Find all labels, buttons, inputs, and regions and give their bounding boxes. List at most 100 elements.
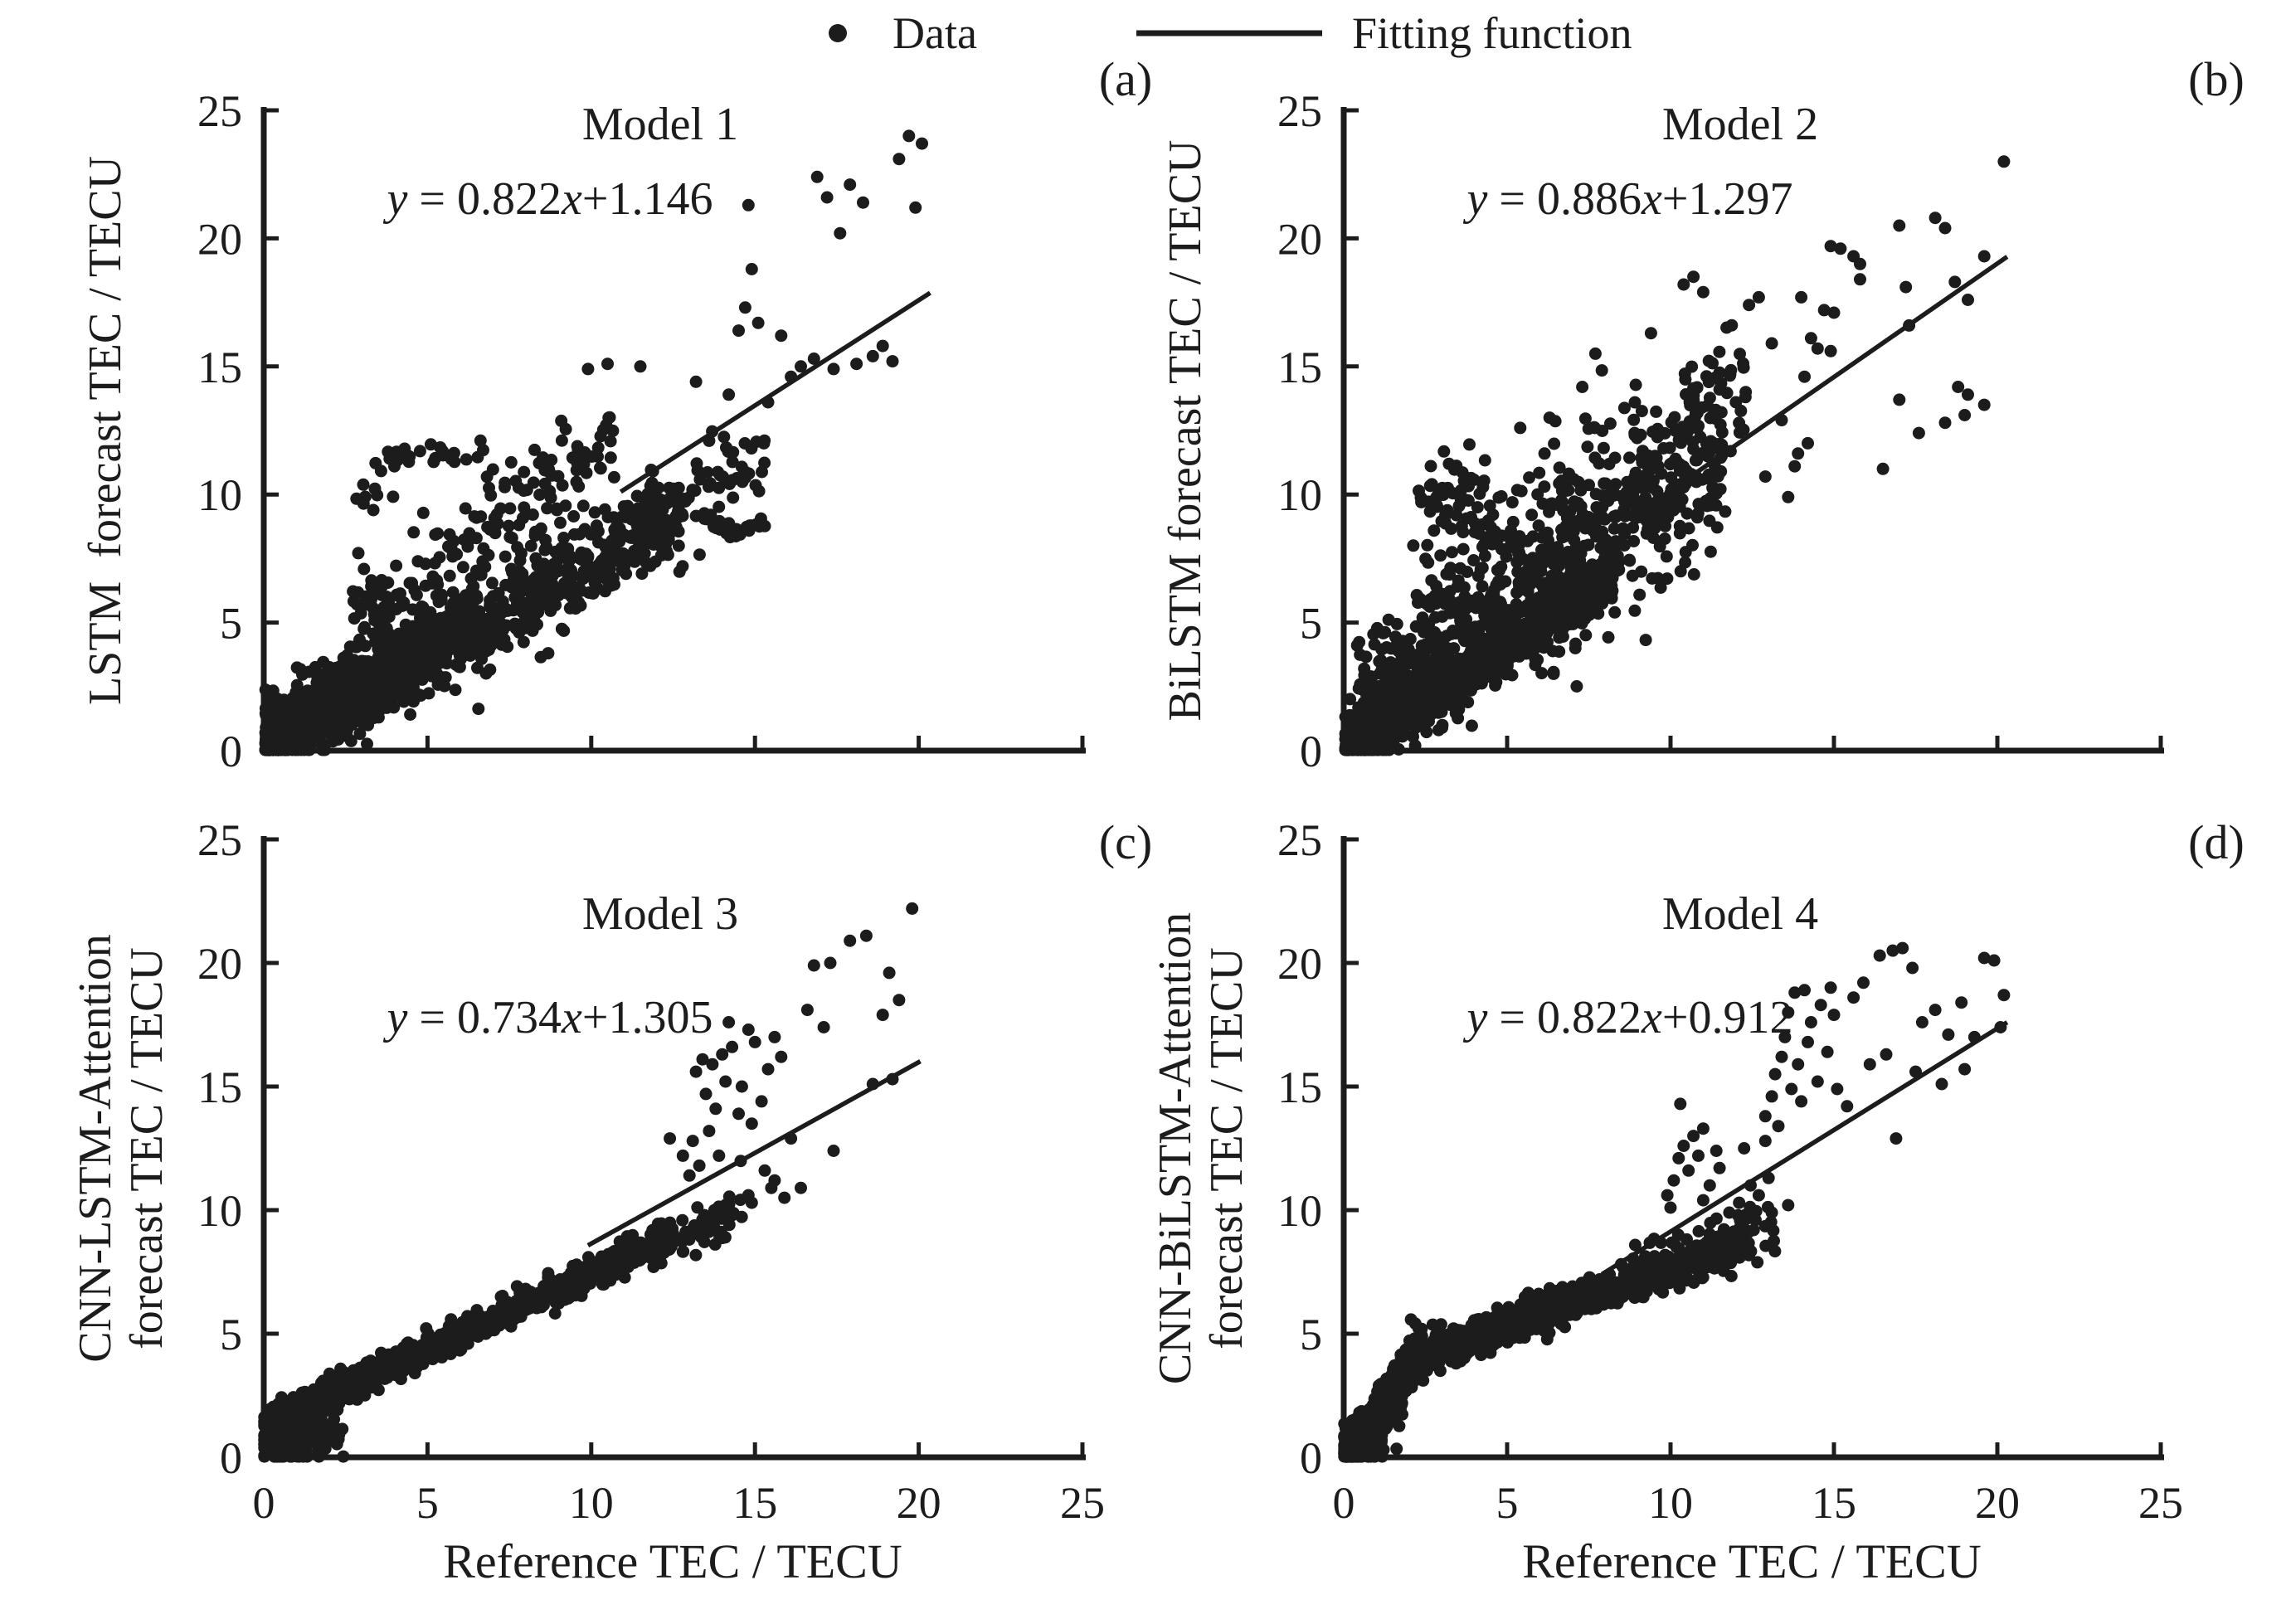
scatter-point <box>670 489 683 503</box>
scatter-point <box>468 1311 481 1325</box>
scatter-point <box>1590 501 1603 514</box>
scatter-point <box>727 445 740 459</box>
scatter-point <box>419 579 432 592</box>
scatter-point <box>1576 381 1589 393</box>
scatter-point <box>1598 477 1611 490</box>
scatter-point <box>453 625 466 638</box>
scatter-point <box>454 593 467 606</box>
scatter-point <box>429 528 442 542</box>
scatter-point <box>751 316 765 329</box>
scatter-point <box>402 1339 416 1352</box>
scatter-point <box>460 453 473 466</box>
scatter-point <box>567 510 581 523</box>
scatter-point <box>345 718 358 732</box>
scatter-point <box>432 674 445 688</box>
scatter-point <box>1854 257 1866 270</box>
scatter-point <box>1673 527 1686 540</box>
scatter-point <box>591 525 605 538</box>
scatter-point <box>1639 634 1652 647</box>
scatter-point <box>1824 344 1837 357</box>
scatter-point <box>1660 550 1673 563</box>
scatter-point <box>1373 654 1386 668</box>
scatter-point <box>726 455 739 469</box>
scatter-point <box>1687 442 1700 455</box>
scatter-point <box>386 646 398 659</box>
scatter-point <box>436 445 450 458</box>
scatter-point <box>1428 524 1441 537</box>
scatter-point <box>362 655 375 668</box>
scatter-point <box>443 569 456 582</box>
scatter-point <box>664 1224 677 1237</box>
scatter-point <box>471 661 484 674</box>
scatter-point <box>406 624 419 636</box>
scatter-point <box>372 711 385 724</box>
scatter-point <box>372 616 385 630</box>
scatter-point <box>735 1210 748 1223</box>
scatter-point <box>430 574 444 587</box>
scatter-point <box>1486 537 1499 551</box>
scatter-point <box>1588 421 1601 434</box>
scatter-point <box>455 652 468 665</box>
scatter-point <box>554 516 567 529</box>
scatter-point <box>1695 473 1709 486</box>
scatter-point <box>533 456 546 469</box>
scatter-point <box>1489 678 1502 692</box>
scatter-point <box>1452 499 1466 513</box>
scatter-point <box>1713 383 1726 396</box>
y-axis-label: LSTM forecast TEC / TECU <box>80 156 131 705</box>
scatter-point <box>1443 593 1457 606</box>
scatter-point <box>1580 597 1593 610</box>
scatter-point <box>662 533 675 547</box>
scatter-point <box>1952 381 1965 393</box>
scatter-point <box>456 561 469 574</box>
scatter-point <box>1588 347 1602 360</box>
scatter-point <box>711 1208 724 1221</box>
scatter-point <box>647 1232 659 1245</box>
scatter-point <box>504 1320 518 1333</box>
scatter-point <box>404 708 417 721</box>
scatter-point <box>1661 572 1674 586</box>
scatter-point <box>548 1307 562 1320</box>
scatter-point <box>1710 498 1723 512</box>
scatter-point <box>1466 665 1480 678</box>
scatter-point <box>1426 636 1439 649</box>
legend-fit-label: Fitting function <box>1352 8 1632 58</box>
panel-letter: (b) <box>2188 52 2245 106</box>
scatter-point <box>886 355 899 368</box>
scatter-point <box>1802 436 1814 450</box>
scatter-point <box>1595 489 1608 503</box>
scatter-point <box>1517 552 1530 566</box>
scatter-point <box>371 1373 384 1386</box>
scatter-point <box>1607 510 1621 523</box>
scatter-point <box>1689 419 1702 432</box>
scatter-point <box>1495 529 1508 542</box>
y-tick-label: 10 <box>197 470 242 520</box>
scatter-point <box>691 464 704 477</box>
scatter-point <box>1537 595 1550 608</box>
scatter-point <box>1421 538 1434 552</box>
scatter-point <box>634 1236 647 1249</box>
scatter-point <box>1962 388 1974 401</box>
scatter-point <box>1520 622 1533 635</box>
scatter-point <box>660 513 674 527</box>
scatter-point <box>850 357 863 371</box>
scatter-point <box>1609 478 1622 491</box>
scatter-point <box>1792 447 1805 460</box>
scatter-point <box>1654 581 1667 594</box>
scatter-point <box>1476 638 1490 651</box>
scatter-point <box>532 594 545 607</box>
scatter-point <box>1629 466 1642 479</box>
scatter-point <box>1444 605 1457 618</box>
scatter-point <box>361 715 374 728</box>
scatter-point <box>291 732 304 745</box>
scatter-point <box>414 689 427 703</box>
scatter-point <box>464 631 478 644</box>
scatter-point <box>1715 425 1729 439</box>
scatter-point <box>596 423 610 436</box>
scatter-point <box>1627 535 1641 547</box>
scatter-point <box>429 1332 442 1345</box>
scatter-point <box>1486 618 1499 631</box>
scatter-point <box>617 500 630 513</box>
scatter-point <box>594 462 607 475</box>
